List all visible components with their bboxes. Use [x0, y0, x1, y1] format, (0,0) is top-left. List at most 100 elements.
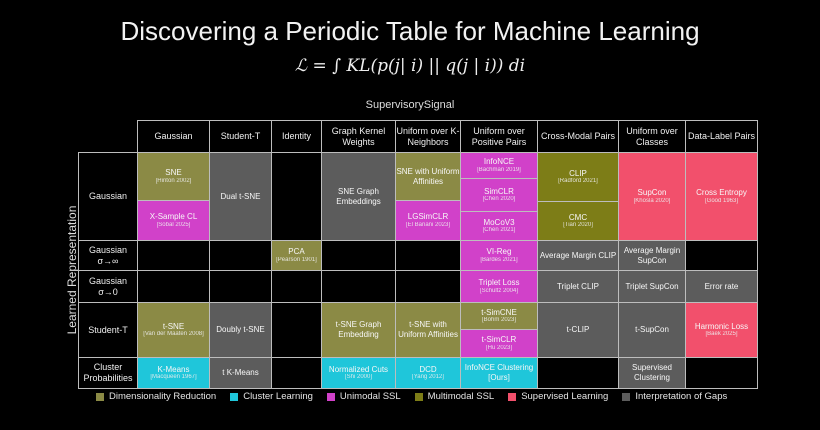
method-citation: [Van der Maaten 2008]: [143, 331, 204, 338]
method-cell: t-SNE Graph Embedding: [321, 302, 396, 358]
method-citation: [El Banani 2023]: [405, 221, 451, 228]
method-cell: t-SupCon: [618, 302, 686, 358]
method-name: t-SNE Graph Embedding: [335, 320, 382, 339]
method-name: Cross Entropy: [696, 188, 747, 198]
method-name: Normalized Cuts: [328, 364, 389, 374]
method-name: Average Margin CLIP: [539, 250, 617, 260]
empty-cell: [209, 240, 272, 271]
column-header-label: Identity: [281, 131, 312, 142]
row-header: Gaussian σ→0: [78, 270, 138, 303]
method-cell: SNE [Hinton 2002]: [137, 152, 210, 201]
method-name: K-Means: [157, 364, 190, 374]
method-citation: [Tian 2020]: [563, 222, 593, 229]
method-citation: [Hu 2023]: [485, 344, 513, 351]
column-header-label: Data-Label Pairs: [687, 131, 756, 142]
method-cell: Cross Entropy [Good 1963]: [685, 152, 758, 241]
method-name: VI-Reg: [486, 247, 512, 257]
column-axis-label: SupervisorySignal: [365, 99, 455, 111]
empty-cell: [537, 357, 619, 389]
method-citation: [Khosla 2020]: [633, 197, 671, 204]
empty-cell: [137, 240, 210, 271]
empty-cell: [395, 240, 461, 271]
method-citation: [Radford 2021]: [558, 178, 598, 185]
method-citation: [Yang 2012]: [412, 374, 444, 381]
empty-cell: [271, 152, 322, 241]
row-header: Gaussian: [78, 152, 138, 241]
method-name: SimCLR: [484, 186, 514, 196]
method-citation: [Hinton 2002]: [155, 177, 192, 184]
column-header: Gaussian: [137, 120, 210, 153]
method-name: Doubly t-SNE: [216, 325, 265, 335]
column-header-label: Cross-Modal Pairs: [540, 131, 616, 142]
legend-item: Cluster Learning: [230, 391, 313, 402]
method-cell: SNE with Uniform Affinities: [395, 152, 461, 201]
column-header: Uniform over Classes: [618, 120, 686, 153]
method-citation: [Chen 2021]: [482, 227, 516, 234]
method-name: t-SimCNE: [481, 307, 517, 317]
column-header: Graph Kernel Weights: [321, 120, 396, 153]
empty-cell: [209, 270, 272, 303]
method-name: Triplet SupCon: [625, 281, 679, 291]
legend-swatch: [230, 392, 239, 401]
empty-cell: [137, 270, 210, 303]
column-header-label: Uniform over Classes: [626, 125, 678, 147]
method-cell: Normalized Cuts [Shi 2000]: [321, 357, 396, 389]
method-name: t-CLIP: [566, 325, 590, 335]
legend-label: Interpretation of Gaps: [635, 391, 728, 402]
method-citation: [Pearson 1901]: [276, 256, 317, 263]
legend-item: Supervised Learning: [508, 391, 608, 402]
method-name: Dual t-SNE: [220, 191, 261, 201]
legend-swatch: [508, 392, 517, 401]
row-header: Student-T: [78, 302, 138, 358]
legend-item: Unimodal SSL: [326, 391, 401, 402]
method-cell: Doubly t-SNE: [209, 302, 272, 358]
method-cell: t-SimCNE [Bohm 2023]: [460, 302, 538, 330]
method-name: PCA: [288, 247, 305, 257]
legend-item: Multimodal SSL: [414, 391, 495, 402]
method-cell: MoCoV3 [Chen 2021]: [460, 211, 538, 241]
row-header-label: Probabilities: [83, 373, 133, 383]
method-cell: SNE Graph Embeddings: [321, 152, 396, 241]
legend-item: Dimensionality Reduction: [96, 391, 216, 402]
method-cell: t-SimCLR [Hu 2023]: [460, 329, 538, 358]
method-name: InfoNCE: [483, 157, 515, 167]
empty-cell: [271, 357, 322, 389]
method-cell: Error rate: [685, 270, 758, 303]
method-name: Error rate: [704, 281, 739, 291]
column-header: Data-Label Pairs: [685, 120, 758, 153]
column-header-label: Uniform over K-Neighbors: [396, 125, 460, 147]
legend-item: Interpretation of Gaps: [622, 391, 727, 402]
method-citation: [Chen 2020]: [482, 196, 516, 203]
method-name: SNE with Uniform Affinities: [396, 166, 460, 186]
empty-cell: [685, 357, 758, 389]
row-header-label: σ→∞: [97, 255, 119, 266]
method-citation: [Schultz 2004]: [479, 287, 519, 294]
method-cell: LGSimCLR [El Banani 2023]: [395, 200, 461, 241]
legend: Dimensionality Reduction Cluster Learning…: [96, 391, 727, 402]
method-cell: t-CLIP: [537, 302, 619, 358]
method-cell: Average Margin CLIP: [537, 240, 619, 271]
row-header-label: Student-T: [88, 324, 128, 335]
row-header: Gaussian σ→∞: [78, 240, 138, 271]
row-header-label: Gaussian: [88, 275, 128, 286]
legend-label: Supervised Learning: [521, 391, 609, 402]
method-citation: [Bardes 2021]: [480, 256, 518, 263]
method-name: MoCoV3: [483, 217, 515, 227]
method-citation: [Macqueen 1967]: [150, 374, 197, 381]
empty-cell: [321, 270, 396, 303]
legend-label: Multimodal SSL: [427, 391, 495, 402]
empty-cell: [685, 240, 758, 271]
column-header: Uniform over Positive Pairs: [460, 120, 538, 153]
method-name: SNE: [165, 168, 182, 178]
method-cell: CMC [Tian 2020]: [537, 201, 619, 241]
method-cell: Dual t-SNE: [209, 152, 272, 241]
method-cell: t-SNE [Van der Maaten 2008]: [137, 302, 210, 358]
method-citation: [Sobal 2025]: [156, 221, 191, 228]
method-name: Triplet CLIP: [557, 281, 599, 291]
method-cell: InfoNCE [Bachman 2019]: [460, 152, 538, 179]
legend-label: Cluster Learning: [243, 391, 313, 402]
method-cell: Triplet SupCon: [618, 270, 686, 303]
method-citation: [Bohm 2023]: [481, 317, 517, 324]
method-cell: Triplet CLIP: [537, 270, 619, 303]
